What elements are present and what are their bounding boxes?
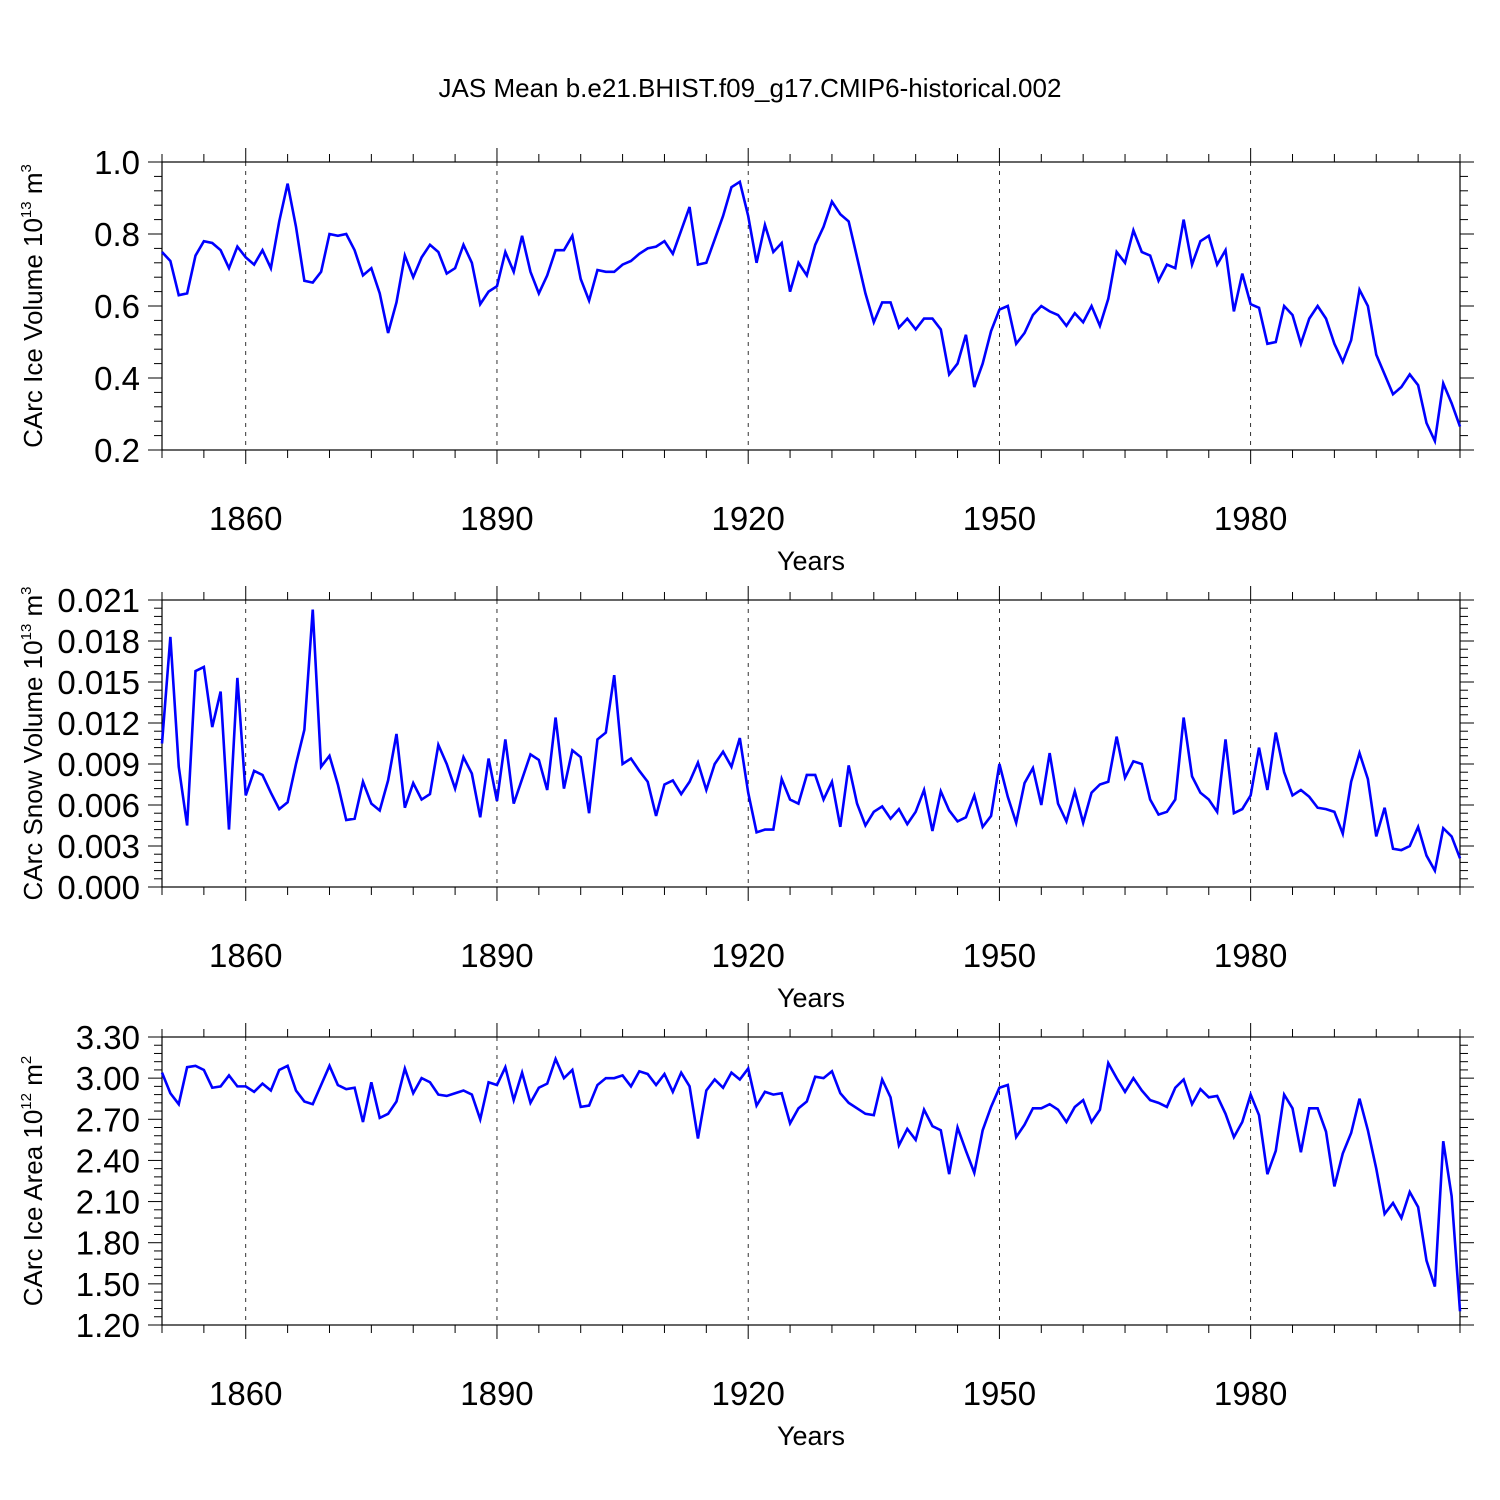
snow-volume-y-tick-label: 0.003 — [57, 828, 140, 865]
snow-volume-x-tick-label: 1860 — [209, 937, 282, 974]
snow-volume-y-tick-label: 0.015 — [57, 664, 140, 701]
snow-volume-x-tick-label: 1920 — [711, 937, 784, 974]
ice-area-y-tick-label: 3.30 — [76, 1019, 140, 1056]
ice-area-panel: 1.20 1.50 1.80 2.10 2.40 2.70 3.00 3.30 1860 1890… — [18, 1019, 1474, 1451]
snow-volume-y-axis-label: CArc Snow Volume 1013 m3 — [18, 586, 48, 900]
ice-volume-y-tick-label: 0.8 — [94, 216, 140, 253]
ice-volume-y-tick-label: 1.0 — [94, 144, 140, 181]
snow-volume-y-tick-label: 0.000 — [57, 869, 140, 906]
snow-volume-x-axis-label: Years — [777, 983, 845, 1013]
ice-volume-x-tick-label: 1920 — [711, 500, 784, 537]
snow-volume-y-tick-label: 0.021 — [57, 582, 140, 619]
ice-volume-x-tick-label: 1980 — [1214, 500, 1287, 537]
ice-area-plot-frame — [161, 1036, 1461, 1326]
ice-volume-y-tick-label: 0.6 — [94, 288, 140, 325]
ice-area-y-tick-label: 1.80 — [76, 1225, 140, 1262]
ice-volume-y-tick-label: 0.4 — [94, 360, 140, 397]
ice-volume-y-axis-label: CArc Ice Volume 1013 m3 — [18, 164, 48, 448]
ice-volume-x-tick-label: 1950 — [963, 500, 1036, 537]
ice-area-x-axis-label: Years — [777, 1421, 845, 1451]
ice-area-series-line — [160, 1055, 1462, 1312]
snow-volume-y-tick-label: 0.018 — [57, 623, 140, 660]
ice-area-y-tick-label: 1.50 — [76, 1266, 140, 1303]
ice-volume-y-tick-label: 0.2 — [94, 432, 140, 469]
figure-title: JAS Mean b.e21.BHIST.f09_g17.CMIP6-histo… — [439, 73, 1062, 103]
snow-volume-series-line — [160, 609, 1462, 875]
ice-area-y-tick-label: 2.10 — [76, 1184, 140, 1221]
ice-area-x-tick-label: 1860 — [209, 1375, 282, 1412]
ice-area-x-tick-label: 1950 — [963, 1375, 1036, 1412]
snow-volume-panel: 0.000 0.003 0.006 0.009 0.012 0.015 0.018 0.021… — [18, 582, 1474, 1013]
ice-area-x-tick-label: 1920 — [711, 1375, 784, 1412]
ice-volume-series-line — [161, 179, 1462, 446]
snow-volume-x-tick-label: 1980 — [1214, 937, 1287, 974]
ice-area-y-tick-label: 2.70 — [76, 1101, 140, 1138]
snow-volume-x-tick-label: 1950 — [963, 937, 1036, 974]
ice-volume-x-tick-label: 1860 — [209, 500, 282, 537]
ice-volume-panel: 0.2 0.4 0.6 0.8 1.0 1860 1890 1920 1950 1980 Years… — [18, 144, 1474, 576]
ice-area-x-tick-label: 1890 — [460, 1375, 533, 1412]
snow-volume-y-tick-label: 0.009 — [57, 746, 140, 783]
snow-volume-y-tick-label: 0.006 — [57, 787, 140, 824]
snow-volume-x-tick-label: 1890 — [460, 937, 533, 974]
ice-volume-plot-frame — [161, 161, 1461, 451]
ice-volume-x-tick-label: 1890 — [460, 500, 533, 537]
ice-area-y-tick-label: 1.20 — [76, 1307, 140, 1344]
ice-volume-x-axis-label: Years — [777, 546, 845, 576]
ice-area-y-axis-label: CArc Ice Area 1012 m2 — [18, 1056, 48, 1306]
ice-area-y-tick-label: 2.40 — [76, 1142, 140, 1179]
snow-volume-y-tick-label: 0.012 — [57, 705, 140, 742]
ice-area-y-tick-label: 3.00 — [76, 1060, 140, 1097]
ice-area-x-tick-label: 1980 — [1214, 1375, 1287, 1412]
